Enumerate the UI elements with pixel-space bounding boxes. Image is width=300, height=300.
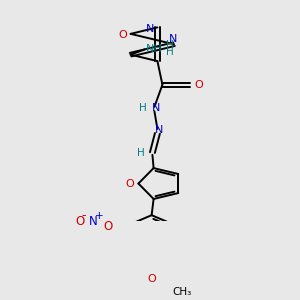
Text: H: H [139, 103, 146, 113]
Text: O: O [194, 80, 203, 90]
Text: O: O [118, 30, 127, 40]
Text: O: O [103, 220, 112, 233]
Text: N: N [89, 214, 98, 228]
Text: O: O [147, 274, 156, 284]
Text: N: N [155, 125, 164, 135]
Text: N: N [152, 103, 160, 112]
Text: H: H [166, 47, 173, 57]
Text: H: H [166, 40, 173, 50]
Text: O: O [75, 214, 84, 228]
Text: N: N [146, 24, 154, 34]
Text: H: H [136, 148, 144, 158]
Text: +: + [95, 211, 104, 221]
Text: -: - [81, 209, 86, 222]
Text: CH₃: CH₃ [172, 287, 191, 297]
Text: NH: NH [146, 44, 163, 54]
Text: O: O [125, 179, 134, 189]
Text: N: N [169, 34, 177, 44]
